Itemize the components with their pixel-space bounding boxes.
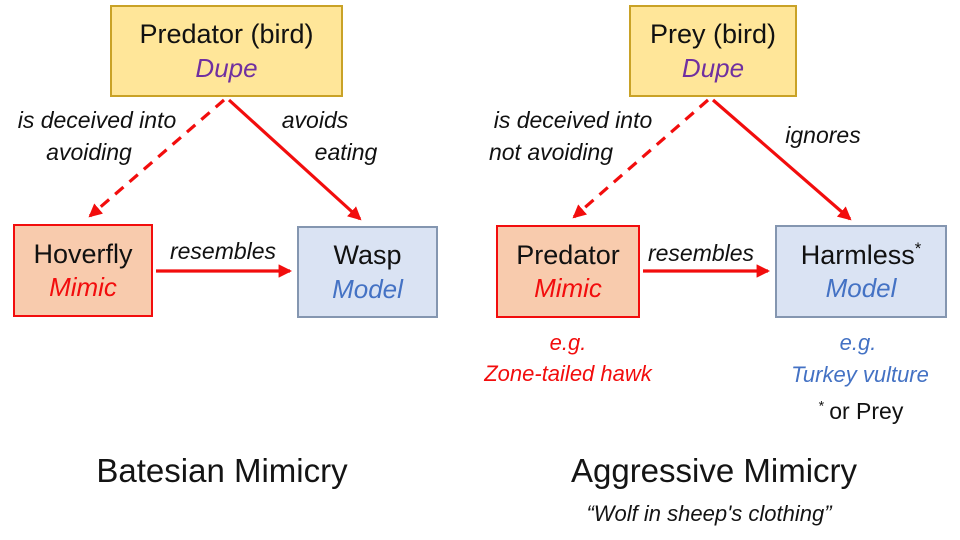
aggressive-model-name-text: Harmless bbox=[800, 239, 915, 270]
aggressive-model-box: Harmless* Model bbox=[775, 225, 947, 318]
batesian-mimic-box: Hoverfly Mimic bbox=[13, 224, 153, 317]
aggressive-subtitle: “Wolf in sheep's clothing” bbox=[586, 501, 832, 526]
aggressive-mimic-name: Predator bbox=[516, 239, 620, 270]
batesian-mimic-role: Mimic bbox=[49, 272, 117, 303]
aggressive-dupe-role: Dupe bbox=[681, 52, 745, 83]
aggressive-model-name: Harmless* bbox=[801, 238, 922, 273]
aggressive-deceived-label-line1: is deceived into bbox=[493, 107, 653, 133]
footnote-asterisk: * bbox=[818, 398, 825, 415]
batesian-deceived-label-line1: is deceived into bbox=[17, 107, 177, 133]
batesian-dupe-name: Predator (bird) bbox=[139, 19, 314, 50]
aggressive-title: Aggressive Mimicry bbox=[570, 452, 858, 489]
batesian-title: Batesian Mimicry bbox=[96, 452, 348, 489]
batesian-model-box: Wasp Model bbox=[297, 226, 438, 318]
aggressive-model-asterisk: * bbox=[914, 238, 922, 258]
batesian-resembles-label: resembles bbox=[169, 238, 277, 264]
aggressive-model-role: Model bbox=[825, 273, 897, 304]
aggressive-dupe-box: Prey (bird) Dupe bbox=[629, 5, 797, 97]
aggressive-mimic-role: Mimic bbox=[534, 273, 602, 304]
aggressive-mimic-box: Predator Mimic bbox=[496, 225, 640, 318]
right-ignores-arrow bbox=[711, 98, 852, 221]
aggressive-ignores-label: ignores bbox=[785, 122, 861, 148]
batesian-dupe-role: Dupe bbox=[195, 52, 258, 83]
aggressive-deceived-label-line2: not avoiding bbox=[488, 139, 614, 165]
batesian-model-role: Model bbox=[332, 273, 403, 304]
batesian-avoids-label-line2: eating bbox=[314, 139, 378, 165]
asterisk-footnote: * or Prey bbox=[819, 398, 904, 425]
batesian-avoids-label-line1: avoids bbox=[281, 107, 349, 133]
aggressive-resembles-label: resembles bbox=[647, 240, 755, 266]
mimic-example-eg: e.g. bbox=[549, 330, 587, 355]
batesian-deceived-label-line2: avoiding bbox=[46, 139, 132, 165]
batesian-dupe-box: Predator (bird) Dupe bbox=[110, 5, 343, 97]
batesian-mimic-name: Hoverfly bbox=[33, 238, 133, 269]
aggressive-dupe-name: Prey (bird) bbox=[649, 19, 777, 50]
model-example-species: Turkey vulture bbox=[791, 362, 929, 387]
mimic-example-species: Zone-tailed hawk bbox=[484, 361, 652, 386]
footnote-text: or Prey bbox=[829, 398, 904, 424]
batesian-model-name: Wasp bbox=[333, 240, 402, 271]
model-example-eg: e.g. bbox=[839, 330, 877, 355]
